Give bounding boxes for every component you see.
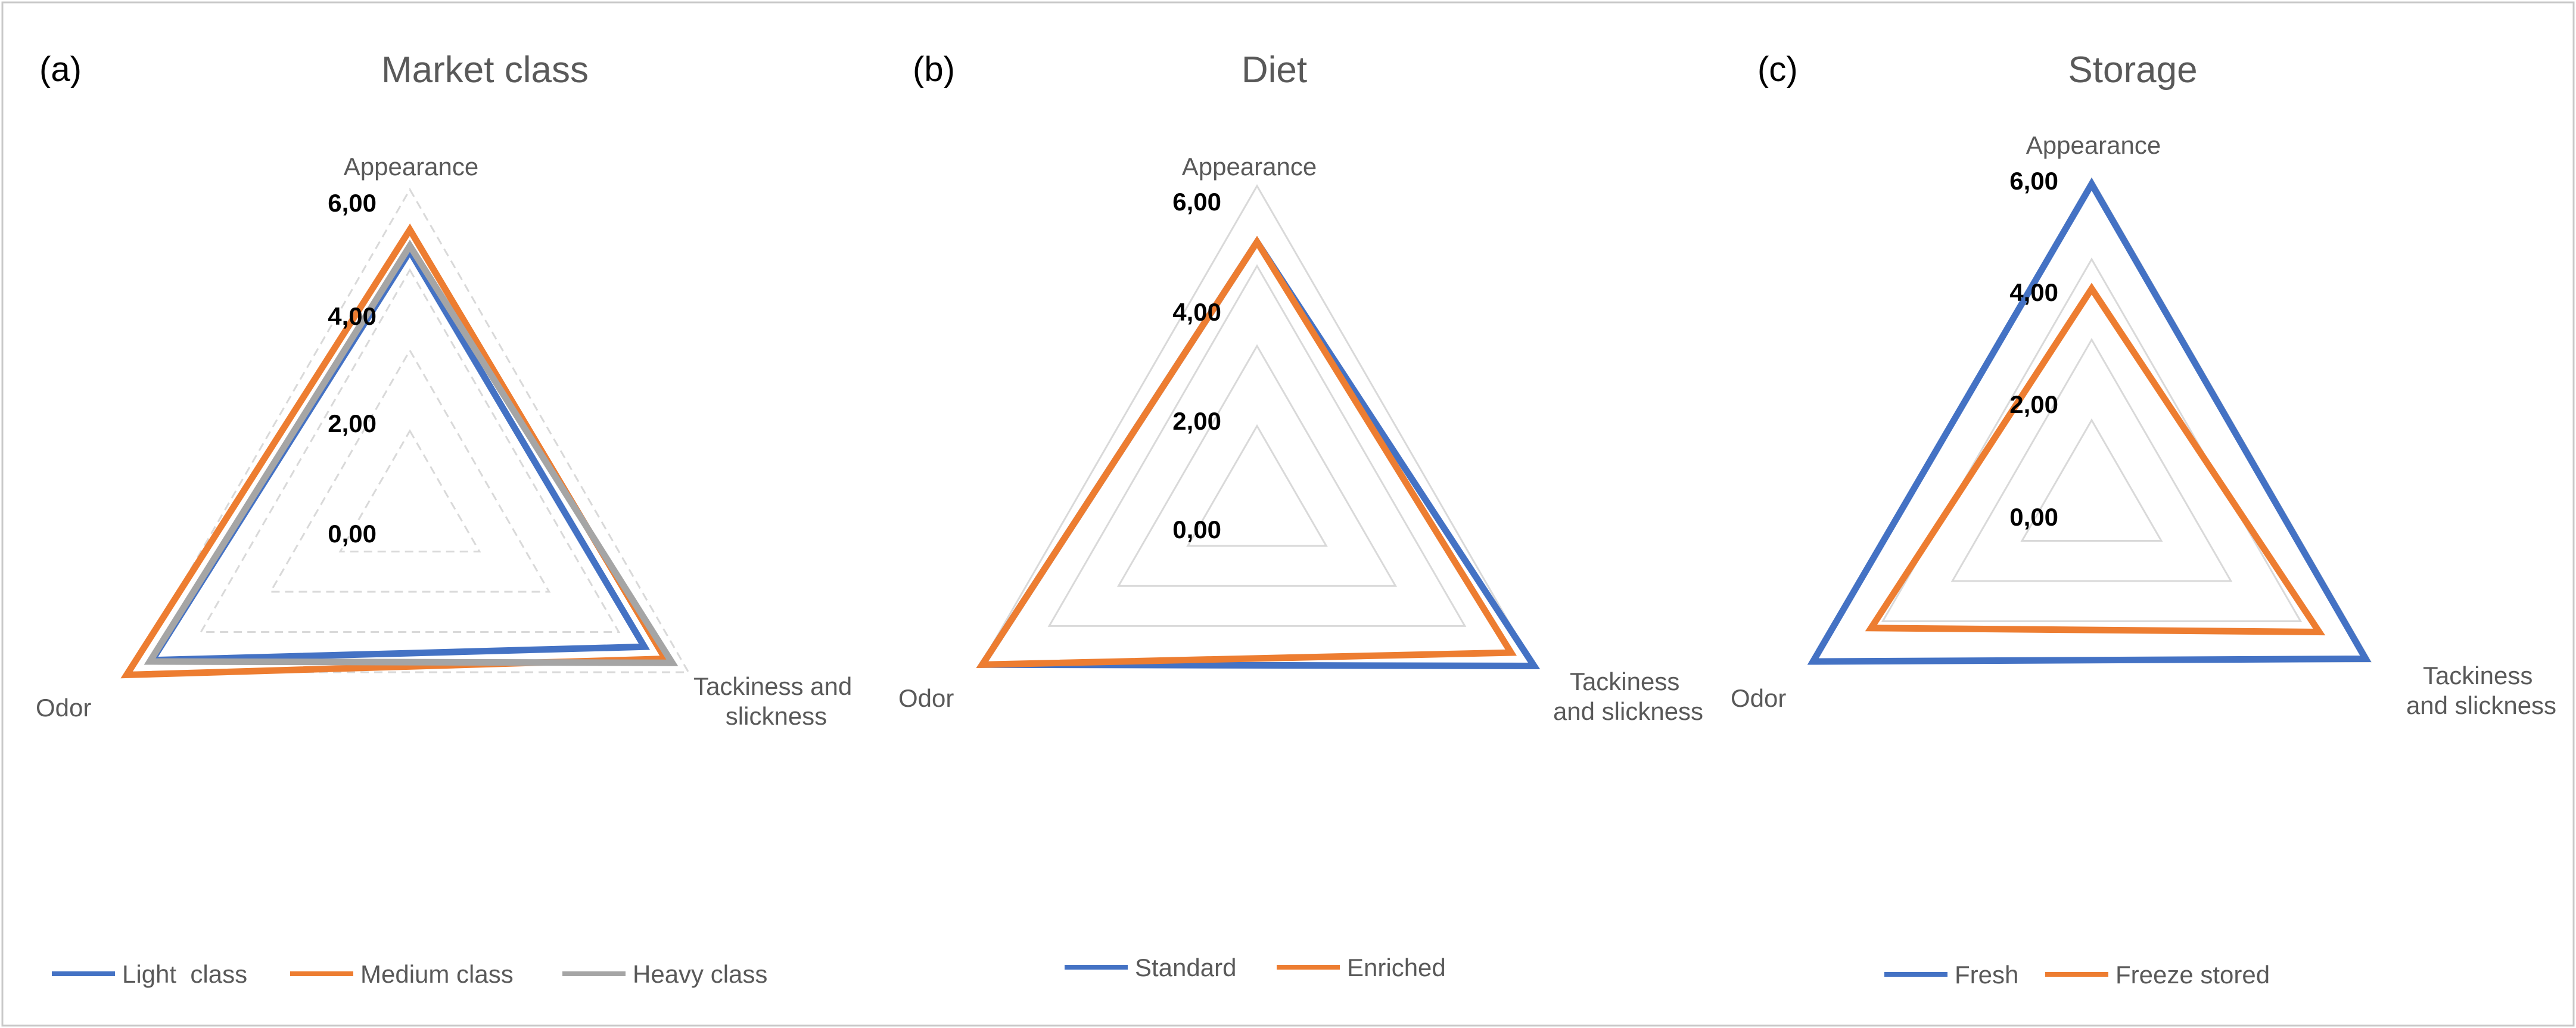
legend-label-fresh: Fresh [1955, 961, 2018, 989]
radar-series [120, 223, 679, 679]
tick-label-6: 6,00 [1172, 188, 1221, 216]
panel-diet: (b) Diet Appearance Tackiness and slickn… [898, 49, 1703, 982]
axis-label-tackiness-line2: slickness [726, 702, 827, 730]
axis-label-tackiness: Tackiness and slickness [693, 672, 859, 730]
axis-label-appearance: Appearance [1182, 153, 1317, 181]
series-line-heavy-class [144, 240, 679, 666]
axis-label-tackiness-line2: and slickness [2406, 691, 2556, 719]
axis-label-tackiness: Tackiness and slickness [1553, 667, 1703, 725]
legend-label-standard: Standard [1135, 954, 1236, 982]
tick-label-6: 6,00 [328, 189, 377, 217]
tick-label-2: 2,00 [328, 409, 377, 437]
tick-label-2: 2,00 [1172, 407, 1221, 435]
gridline-2 [1186, 424, 1328, 547]
gridline-4 [269, 348, 551, 593]
gridline-4 [1116, 344, 1398, 587]
axis-label-odor: Odor [1731, 684, 1786, 712]
radar-series [976, 235, 1541, 670]
gridline-4 [1950, 337, 2233, 582]
radar-series [1807, 178, 2372, 665]
axis-label-odor: Odor [898, 684, 954, 712]
panel-title: Market class [381, 49, 589, 91]
panel-market-class: (a) Market class Appearance Tackiness an… [36, 49, 859, 988]
tick-label-4: 4,00 [2009, 278, 2058, 306]
legend-label-medium-class: Medium class [360, 960, 514, 988]
gridline-2 [2020, 418, 2163, 542]
axis-label-tackiness-line1: Tackiness [1570, 667, 1679, 695]
tick-label-4: 4,00 [328, 302, 377, 330]
gridline-2 [338, 428, 481, 552]
axis-label-tackiness-line2: and slickness [1553, 697, 1703, 725]
series-line-fresh [1807, 178, 2372, 665]
legend-label-heavy-class: Heavy class [633, 960, 767, 988]
legend-label-light-class: Light class [122, 960, 247, 988]
legend-label-freeze-stored: Freeze stored [2115, 961, 2270, 989]
legend-label-enriched: Enriched [1347, 954, 1446, 982]
legend: Standard Enriched [1065, 954, 1446, 982]
series-line-freeze-stored [1865, 282, 2326, 636]
panel-label: (c) [1757, 50, 1798, 89]
tick-label-0: 0,00 [1172, 515, 1221, 543]
tick-label-4: 4,00 [1172, 298, 1221, 326]
panel-label: (b) [913, 50, 955, 89]
axis-label-odor: Odor [36, 694, 91, 722]
axis-label-appearance: Appearance [344, 153, 479, 181]
gridline-6 [1047, 264, 1467, 627]
series-line-enriched [976, 235, 1517, 669]
axis-label-tackiness-line1: Tackiness and [693, 672, 852, 700]
tick-label-0: 0,00 [328, 520, 377, 548]
tick-label-6: 6,00 [2009, 167, 2058, 195]
axis-label-tackiness: Tackiness and slickness [2406, 661, 2556, 719]
gridline-8 [129, 188, 690, 673]
gridline-6 [199, 268, 621, 633]
tick-label-0: 0,00 [2009, 503, 2058, 531]
axis-label-appearance: Appearance [2026, 131, 2161, 159]
axis-label-tackiness-line1: Tackiness [2423, 661, 2533, 690]
legend: Light class Medium class Heavy class [52, 960, 767, 988]
legend: Fresh Freeze stored [1884, 961, 2270, 989]
radar-grid [129, 188, 690, 673]
panel-title: Diet [1242, 49, 1307, 91]
panel-title: Storage [2068, 49, 2197, 91]
panel-storage: (c) Storage Appearance Tackiness and sli… [1731, 49, 2556, 989]
tick-label-2: 2,00 [2009, 390, 2058, 418]
panel-label: (a) [39, 50, 82, 89]
gridline-6 [1881, 257, 2303, 622]
